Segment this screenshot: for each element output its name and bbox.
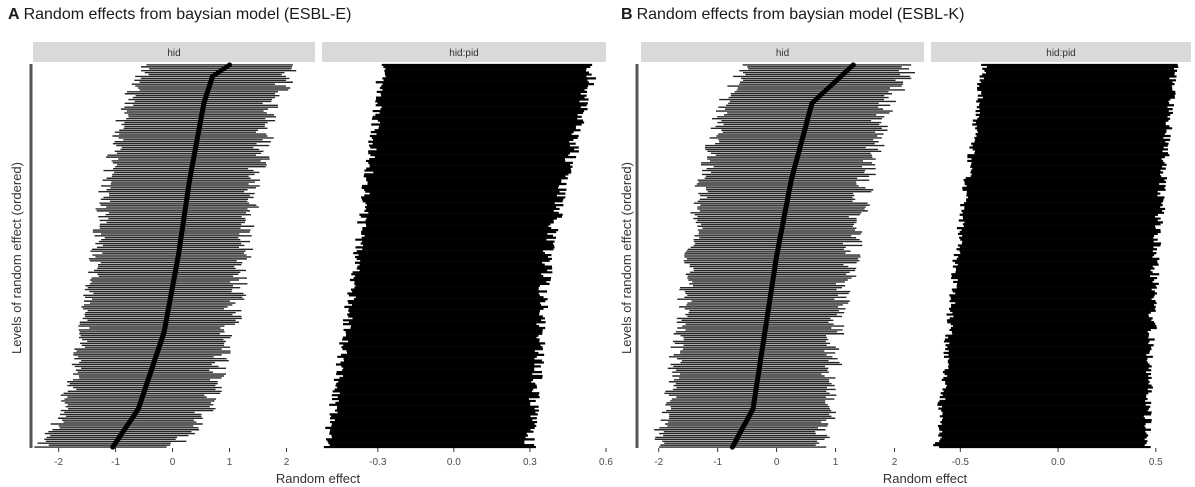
x-tick-label: 0.0 — [447, 457, 461, 468]
x-tick-label: -2 — [654, 457, 663, 468]
facets-layer: hid -2 -1 0 1 2 hid:pid -0.3 0.0 0.3 0.6 hid -2 -1 0 1 2… — [29, 42, 1191, 468]
panel-b-ylabel: Levels of random effect (ordered) — [619, 162, 634, 354]
panel-a-ylabel: Levels of random effect (ordered) — [9, 162, 24, 354]
panel-b-title-text: Random effects from baysian model (ESBL-… — [636, 6, 965, 23]
estimate-point — [850, 62, 856, 68]
facet-strip-label: hid — [776, 48, 789, 59]
panel-a-title: A Random effects from baysian model (ESBL… — [8, 6, 351, 24]
x-tick-label: 1 — [833, 457, 839, 468]
panel-b-xlabel: Random effect — [883, 471, 968, 486]
x-tick-label: 0.5 — [1149, 457, 1163, 468]
facet-strip — [322, 42, 606, 62]
x-tick-label: 2 — [284, 457, 290, 468]
facet-strip-label: hid — [167, 48, 180, 59]
facet-panel-bg — [33, 64, 315, 448]
facet-panel-bg — [641, 64, 924, 448]
facet-strip — [641, 42, 924, 62]
x-tick-label: 0.0 — [1051, 457, 1065, 468]
x-tick-label: 0 — [170, 457, 176, 468]
facet-strip — [33, 42, 315, 62]
facet-strip — [931, 42, 1191, 62]
x-tick-label: -0.3 — [369, 457, 387, 468]
x-tick-label: 2 — [892, 457, 898, 468]
facet-strip-label: hid:pid — [1046, 48, 1075, 59]
x-tick-label: 1 — [227, 457, 233, 468]
x-tick-label: 0 — [774, 457, 780, 468]
panel-a-xlabel: Random effect — [276, 471, 361, 486]
x-tick-label: -0.5 — [952, 457, 970, 468]
x-tick-label: -2 — [54, 457, 63, 468]
facet-strip-label: hid:pid — [449, 48, 478, 59]
panel-a-title-text: Random effects from baysian model (ESBL-… — [23, 6, 352, 23]
x-tick-label: -1 — [713, 457, 722, 468]
panel-b-letter: B — [621, 6, 633, 23]
x-tick-label: -1 — [111, 457, 120, 468]
estimate-point — [226, 62, 233, 68]
x-tick-label: 0.3 — [523, 457, 537, 468]
panel-a-letter: A — [8, 6, 20, 23]
x-tick-label: 0.6 — [599, 457, 613, 468]
panel-b-title: B Random effects from baysian model (ESBL… — [621, 6, 964, 24]
